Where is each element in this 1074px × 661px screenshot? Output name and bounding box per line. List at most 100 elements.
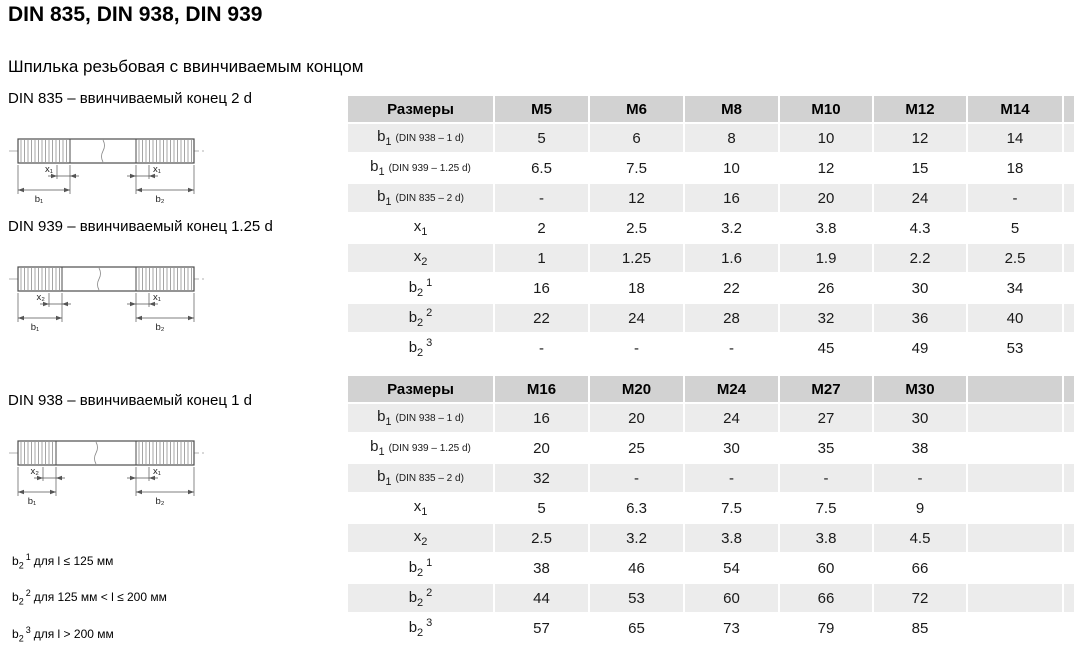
value-cell: 53 bbox=[968, 334, 1064, 364]
row-label-subscript: 1 bbox=[378, 166, 385, 178]
row-label-subscript: 2 bbox=[417, 317, 424, 329]
header-cell-size: M20 bbox=[590, 376, 685, 404]
value-cell: 9 bbox=[874, 494, 968, 524]
header-cell-size: M16 bbox=[495, 376, 590, 404]
row-label-subscript: 2 bbox=[421, 536, 428, 548]
value-cell: - bbox=[780, 464, 874, 494]
value-cell bbox=[1064, 614, 1074, 644]
row-label-symbol: b bbox=[408, 279, 418, 296]
value-cell: 72 bbox=[874, 584, 968, 614]
value-cell bbox=[1064, 404, 1074, 434]
value-cell: 3.8 bbox=[780, 524, 874, 554]
row-label-subscript: 2 bbox=[417, 567, 424, 579]
value-cell: 18 bbox=[968, 154, 1064, 184]
header-cell-size bbox=[968, 376, 1064, 404]
value-cell: 57 bbox=[495, 614, 590, 644]
value-cell bbox=[968, 584, 1064, 614]
row-label-superscript: 2 bbox=[426, 307, 433, 319]
row-label-superscript: 1 bbox=[426, 277, 433, 289]
header-cell-sizes: Размеры bbox=[348, 376, 495, 404]
row-label-superscript: 1 bbox=[426, 557, 433, 569]
table-row: b1 (DIN 938 – 1 d) 16 20 24 27 30 bbox=[348, 404, 1074, 434]
value-cell: 1.25 bbox=[590, 244, 685, 274]
row-label-symbol: x bbox=[413, 498, 422, 515]
value-cell: 7.5 bbox=[685, 494, 780, 524]
value-cell: - bbox=[685, 464, 780, 494]
value-cell: 85 bbox=[874, 614, 968, 644]
table-row: b22 44 53 60 66 72 bbox=[348, 584, 1074, 614]
value-cell: 5 bbox=[968, 214, 1064, 244]
value-cell: - bbox=[495, 184, 590, 214]
value-cell: 16 bbox=[495, 404, 590, 434]
dimensions-table: Размеры M5 M6 M8 M10 M12 M14 b1 (DIN 938 – 1 d) 5… bbox=[348, 96, 1074, 364]
value-cell bbox=[968, 434, 1064, 464]
value-cell: 2.5 bbox=[968, 244, 1064, 274]
value-cell: 2.2 bbox=[874, 244, 968, 274]
row-label-note: (DIN 939 – 1.25 d) bbox=[388, 443, 471, 454]
value-cell: 60 bbox=[780, 554, 874, 584]
row-label: b1 (DIN 939 – 1.25 d) bbox=[348, 154, 495, 184]
row-label-note: (DIN 939 – 1.25 d) bbox=[388, 163, 471, 174]
footnote-symbol: b bbox=[12, 554, 19, 568]
dim-x-left-label: x₂ bbox=[31, 466, 40, 477]
value-cell: 3.8 bbox=[685, 524, 780, 554]
value-cell: - bbox=[495, 334, 590, 364]
value-cell: 28 bbox=[685, 304, 780, 334]
value-cell: 8 bbox=[685, 124, 780, 154]
table-row: b1 (DIN 835 – 2 d) -12 16 20 24- bbox=[348, 184, 1074, 214]
value-cell: - bbox=[685, 334, 780, 364]
row-label-subscript: 1 bbox=[385, 476, 392, 488]
screw-in-thread-hatch bbox=[20, 140, 67, 162]
value-cell bbox=[1064, 554, 1074, 584]
footnote-symbol: b bbox=[12, 626, 19, 641]
value-cell: 3.2 bbox=[685, 214, 780, 244]
footnote-sub: 2 bbox=[18, 560, 24, 571]
value-cell: 7.5 bbox=[780, 494, 874, 524]
value-cell: 38 bbox=[495, 554, 590, 584]
row-label-subscript: 1 bbox=[378, 446, 385, 458]
value-cell: 30 bbox=[874, 274, 968, 304]
value-cell: 2 bbox=[495, 214, 590, 244]
row-label-note: (DIN 938 – 1 d) bbox=[395, 413, 464, 424]
header-cell-size: M10 bbox=[780, 96, 874, 124]
value-cell: 24 bbox=[685, 404, 780, 434]
header-cell-size: M5 bbox=[495, 96, 590, 124]
value-cell: 10 bbox=[685, 154, 780, 184]
value-cell bbox=[968, 524, 1064, 554]
value-cell: 36 bbox=[874, 304, 968, 334]
value-cell: 6.5 bbox=[495, 154, 590, 184]
value-cell: 32 bbox=[780, 304, 874, 334]
row-label-superscript: 3 bbox=[426, 617, 433, 629]
value-cell: 12 bbox=[874, 124, 968, 154]
value-cell: 3.2 bbox=[590, 524, 685, 554]
value-cell: 5 bbox=[495, 494, 590, 524]
diagram-din835: DIN 835 – ввинчиваемый конец 2 d x₁ x₁ b₁ b… bbox=[8, 90, 343, 205]
row-label-superscript: 3 bbox=[426, 337, 433, 349]
stud-body bbox=[17, 138, 195, 164]
value-cell: 20 bbox=[590, 404, 685, 434]
value-cell: - bbox=[968, 184, 1064, 214]
value-cell bbox=[1064, 334, 1074, 364]
value-cell: 4.5 bbox=[874, 524, 968, 554]
row-label-symbol: b bbox=[408, 339, 418, 356]
diagram-din939: DIN 939 – ввинчиваемый конец 1.25 d x₂ x₁… bbox=[8, 218, 343, 333]
header-cell-size: M24 bbox=[685, 376, 780, 404]
value-cell: 16 bbox=[495, 274, 590, 304]
value-cell: 73 bbox=[685, 614, 780, 644]
value-cell bbox=[1064, 464, 1074, 494]
row-label-subscript: 1 bbox=[421, 226, 428, 238]
dim-x-right-label: x₁ bbox=[153, 292, 161, 303]
row-label: b1 (DIN 938 – 1 d) bbox=[348, 404, 495, 434]
table-row: x1 2 2.5 3.2 3.8 4.3 5 bbox=[348, 214, 1074, 244]
row-label: b23 bbox=[348, 614, 495, 644]
value-cell: 25 bbox=[590, 434, 685, 464]
value-cell: 46 bbox=[590, 554, 685, 584]
stud-body bbox=[17, 440, 195, 466]
row-label: b21 bbox=[348, 274, 495, 304]
row-label-subscript: 2 bbox=[417, 597, 424, 609]
row-label-symbol: b bbox=[377, 408, 386, 425]
header-cell-size: M12 bbox=[874, 96, 968, 124]
row-label-symbol: b bbox=[408, 309, 418, 326]
break-mark bbox=[94, 441, 98, 465]
value-cell: 1.9 bbox=[780, 244, 874, 274]
